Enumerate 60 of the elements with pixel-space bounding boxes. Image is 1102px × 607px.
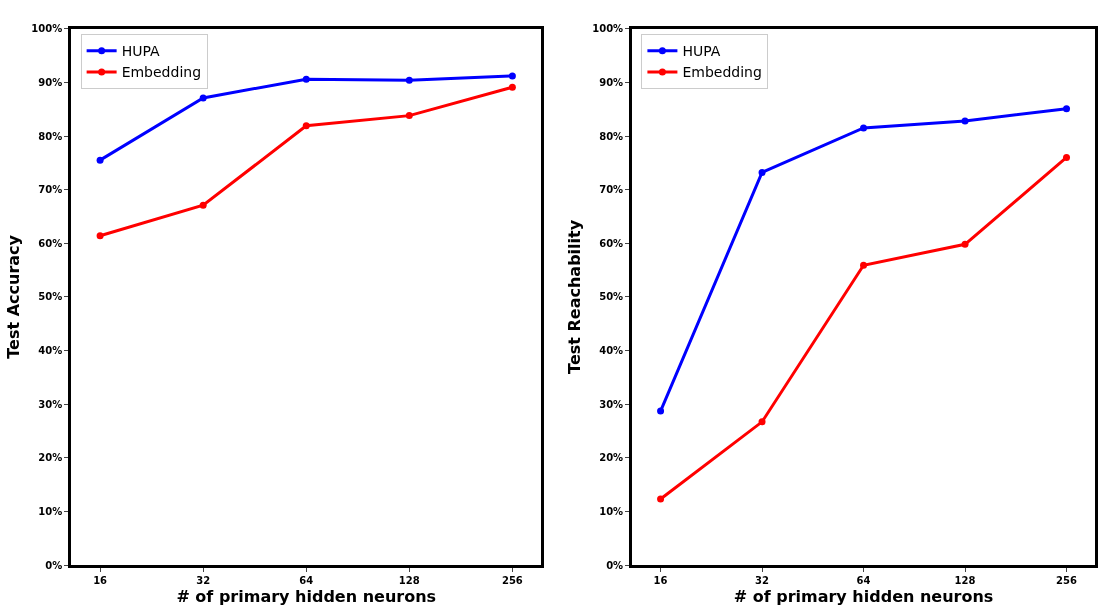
y-tick-label: 0%: [45, 559, 63, 571]
y-tick-label: 10%: [38, 505, 63, 517]
y-tick-label: 80%: [38, 130, 63, 142]
point: [302, 75, 310, 83]
point: [96, 232, 104, 240]
x-tick-label: 128: [954, 575, 976, 586]
x-tick-label: 256: [1056, 575, 1077, 586]
y-tick-label: 20%: [599, 452, 624, 464]
legend-label: Embedding: [682, 64, 762, 81]
y-tick-label: 0%: [606, 559, 624, 571]
point: [96, 156, 104, 164]
y-tick-label: 30%: [38, 398, 63, 410]
y-tick-label: 40%: [38, 345, 63, 356]
point: [860, 124, 868, 132]
x-tick-label: 16: [93, 575, 108, 586]
point: [508, 72, 516, 80]
y-tick-label: 90%: [38, 76, 63, 88]
y-tick-label: 50%: [38, 291, 63, 303]
point: [657, 407, 665, 415]
x-tick-label: 32: [755, 575, 770, 586]
y-tick-label: 60%: [38, 237, 63, 249]
legend-label: HUPA: [682, 43, 721, 60]
y-tick-label: 30%: [599, 398, 624, 410]
point: [302, 122, 310, 130]
legend-label: Embedding: [121, 64, 202, 81]
point: [758, 418, 766, 426]
point: [961, 240, 969, 248]
x-tick-label: 64: [299, 575, 314, 586]
point: [405, 112, 413, 120]
x-axis-title: # of primary hidden neurons: [176, 586, 437, 606]
y-tick-label: 60%: [599, 237, 624, 249]
legend-label: HUPA: [121, 43, 160, 60]
x-tick-label: 256: [501, 575, 523, 586]
y-tick-label: 40%: [599, 345, 624, 356]
point: [961, 117, 969, 125]
y-tick-label: 80%: [599, 130, 624, 142]
y-tick-label: 90%: [599, 76, 624, 88]
x-axis-title: # of primary hidden neurons: [733, 586, 994, 606]
y-tick-label: 100%: [592, 23, 624, 35]
x-tick-label: 16: [653, 575, 668, 586]
point: [657, 495, 665, 503]
x-tick-label: 128: [398, 575, 420, 586]
x-tick-label: 32: [196, 575, 211, 586]
point: [199, 94, 207, 102]
y-tick-label: 70%: [599, 184, 624, 196]
point: [199, 201, 207, 209]
point: [405, 76, 413, 84]
y-axis-title: Test Accuracy: [4, 234, 24, 359]
point: [1063, 105, 1071, 113]
y-tick-label: 50%: [599, 291, 624, 303]
point: [860, 261, 868, 269]
y-tick-label: 10%: [599, 505, 624, 517]
y-axis-title: Test Reachability: [565, 219, 585, 374]
point: [508, 83, 516, 91]
x-tick-label: 64: [856, 575, 871, 586]
point: [758, 168, 766, 176]
y-tick-label: 100%: [31, 23, 63, 35]
y-tick-label: 20%: [38, 452, 63, 464]
point: [1063, 153, 1071, 161]
y-tick-label: 70%: [38, 184, 63, 196]
